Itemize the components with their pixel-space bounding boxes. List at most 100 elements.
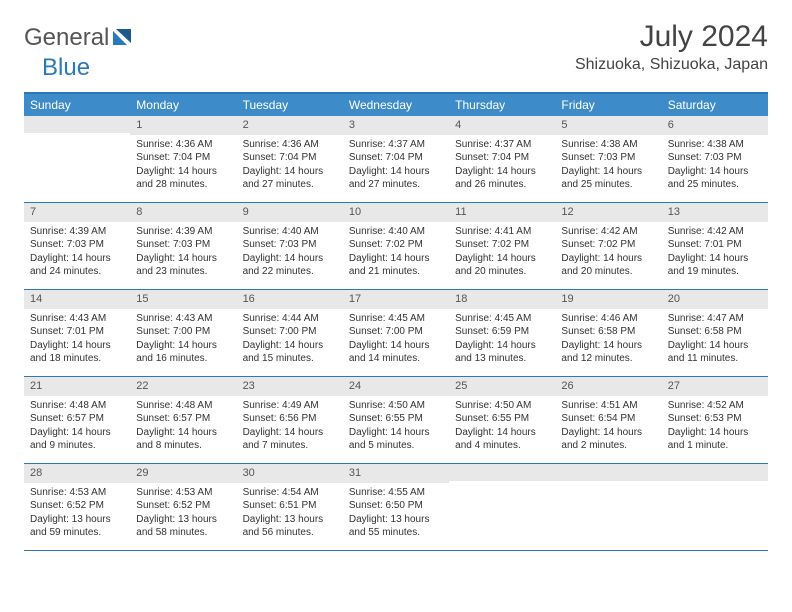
sunrise-text: Sunrise: 4:48 AM [136, 399, 230, 413]
day-number: 11 [449, 203, 555, 222]
day-cell: 18Sunrise: 4:45 AMSunset: 6:59 PMDayligh… [449, 290, 555, 376]
day-cell: 30Sunrise: 4:54 AMSunset: 6:51 PMDayligh… [237, 464, 343, 550]
day-cell: 1Sunrise: 4:36 AMSunset: 7:04 PMDaylight… [130, 116, 236, 202]
sunset-text: Sunset: 6:51 PM [243, 499, 337, 513]
day-cell [555, 464, 661, 550]
day-cell [449, 464, 555, 550]
day-body: Sunrise: 4:53 AMSunset: 6:52 PMDaylight:… [130, 483, 236, 545]
day-number: 14 [24, 290, 130, 309]
day-body: Sunrise: 4:41 AMSunset: 7:02 PMDaylight:… [449, 222, 555, 284]
day-number: 21 [24, 377, 130, 396]
day-cell: 21Sunrise: 4:48 AMSunset: 6:57 PMDayligh… [24, 377, 130, 463]
day-cell: 28Sunrise: 4:53 AMSunset: 6:52 PMDayligh… [24, 464, 130, 550]
daylight-text: Daylight: 13 hours and 56 minutes. [243, 513, 337, 540]
day-number: 26 [555, 377, 661, 396]
day-body: Sunrise: 4:38 AMSunset: 7:03 PMDaylight:… [555, 135, 661, 197]
day-cell: 10Sunrise: 4:40 AMSunset: 7:02 PMDayligh… [343, 203, 449, 289]
day-number: 24 [343, 377, 449, 396]
daylight-text: Daylight: 14 hours and 12 minutes. [561, 339, 655, 366]
day-body: Sunrise: 4:42 AMSunset: 7:01 PMDaylight:… [662, 222, 768, 284]
calendar: SundayMondayTuesdayWednesdayThursdayFrid… [24, 92, 768, 551]
sunrise-text: Sunrise: 4:39 AM [30, 225, 124, 239]
sunrise-text: Sunrise: 4:38 AM [668, 138, 762, 152]
day-number: 20 [662, 290, 768, 309]
sunrise-text: Sunrise: 4:51 AM [561, 399, 655, 413]
sunrise-text: Sunrise: 4:50 AM [349, 399, 443, 413]
day-cell: 13Sunrise: 4:42 AMSunset: 7:01 PMDayligh… [662, 203, 768, 289]
day-body: Sunrise: 4:38 AMSunset: 7:03 PMDaylight:… [662, 135, 768, 197]
day-cell: 12Sunrise: 4:42 AMSunset: 7:02 PMDayligh… [555, 203, 661, 289]
day-body: Sunrise: 4:49 AMSunset: 6:56 PMDaylight:… [237, 396, 343, 458]
daylight-text: Daylight: 14 hours and 26 minutes. [455, 165, 549, 192]
day-number: 28 [24, 464, 130, 483]
sunrise-text: Sunrise: 4:42 AM [668, 225, 762, 239]
day-number: 2 [237, 116, 343, 135]
day-body: Sunrise: 4:50 AMSunset: 6:55 PMDaylight:… [449, 396, 555, 458]
week-row: 28Sunrise: 4:53 AMSunset: 6:52 PMDayligh… [24, 464, 768, 551]
day-cell: 7Sunrise: 4:39 AMSunset: 7:03 PMDaylight… [24, 203, 130, 289]
day-body: Sunrise: 4:36 AMSunset: 7:04 PMDaylight:… [237, 135, 343, 197]
daylight-text: Daylight: 14 hours and 20 minutes. [455, 252, 549, 279]
sunset-text: Sunset: 7:03 PM [561, 151, 655, 165]
sunset-text: Sunset: 6:59 PM [455, 325, 549, 339]
daylight-text: Daylight: 14 hours and 4 minutes. [455, 426, 549, 453]
day-cell [24, 116, 130, 202]
weekday-header-cell: Saturday [662, 94, 768, 116]
daylight-text: Daylight: 14 hours and 19 minutes. [668, 252, 762, 279]
week-row: 1Sunrise: 4:36 AMSunset: 7:04 PMDaylight… [24, 116, 768, 203]
sunrise-text: Sunrise: 4:40 AM [349, 225, 443, 239]
day-body: Sunrise: 4:48 AMSunset: 6:57 PMDaylight:… [130, 396, 236, 458]
day-cell: 15Sunrise: 4:43 AMSunset: 7:00 PMDayligh… [130, 290, 236, 376]
day-number: 22 [130, 377, 236, 396]
day-body: Sunrise: 4:46 AMSunset: 6:58 PMDaylight:… [555, 309, 661, 371]
sunrise-text: Sunrise: 4:37 AM [349, 138, 443, 152]
daylight-text: Daylight: 14 hours and 18 minutes. [30, 339, 124, 366]
sunset-text: Sunset: 6:55 PM [455, 412, 549, 426]
daylight-text: Daylight: 13 hours and 58 minutes. [136, 513, 230, 540]
empty-day-number [555, 464, 661, 481]
day-body: Sunrise: 4:36 AMSunset: 7:04 PMDaylight:… [130, 135, 236, 197]
day-number: 25 [449, 377, 555, 396]
day-cell: 9Sunrise: 4:40 AMSunset: 7:03 PMDaylight… [237, 203, 343, 289]
day-number: 15 [130, 290, 236, 309]
sunset-text: Sunset: 7:00 PM [136, 325, 230, 339]
day-cell: 31Sunrise: 4:55 AMSunset: 6:50 PMDayligh… [343, 464, 449, 550]
sunset-text: Sunset: 7:01 PM [668, 238, 762, 252]
sunrise-text: Sunrise: 4:52 AM [668, 399, 762, 413]
daylight-text: Daylight: 14 hours and 7 minutes. [243, 426, 337, 453]
day-cell: 3Sunrise: 4:37 AMSunset: 7:04 PMDaylight… [343, 116, 449, 202]
sunset-text: Sunset: 6:52 PM [136, 499, 230, 513]
day-cell: 27Sunrise: 4:52 AMSunset: 6:53 PMDayligh… [662, 377, 768, 463]
day-body: Sunrise: 4:40 AMSunset: 7:02 PMDaylight:… [343, 222, 449, 284]
sunset-text: Sunset: 6:58 PM [668, 325, 762, 339]
sunset-text: Sunset: 6:57 PM [30, 412, 124, 426]
weekday-header-cell: Friday [555, 94, 661, 116]
day-cell: 26Sunrise: 4:51 AMSunset: 6:54 PMDayligh… [555, 377, 661, 463]
sunset-text: Sunset: 7:02 PM [349, 238, 443, 252]
sunset-text: Sunset: 7:01 PM [30, 325, 124, 339]
day-body: Sunrise: 4:40 AMSunset: 7:03 PMDaylight:… [237, 222, 343, 284]
daylight-text: Daylight: 14 hours and 27 minutes. [349, 165, 443, 192]
day-cell: 14Sunrise: 4:43 AMSunset: 7:01 PMDayligh… [24, 290, 130, 376]
daylight-text: Daylight: 14 hours and 2 minutes. [561, 426, 655, 453]
day-number: 31 [343, 464, 449, 483]
location: Shizuoka, Shizuoka, Japan [575, 56, 768, 74]
day-number: 30 [237, 464, 343, 483]
daylight-text: Daylight: 14 hours and 13 minutes. [455, 339, 549, 366]
sunset-text: Sunset: 7:00 PM [349, 325, 443, 339]
sunrise-text: Sunrise: 4:44 AM [243, 312, 337, 326]
daylight-text: Daylight: 13 hours and 55 minutes. [349, 513, 443, 540]
sunrise-text: Sunrise: 4:47 AM [668, 312, 762, 326]
day-cell: 2Sunrise: 4:36 AMSunset: 7:04 PMDaylight… [237, 116, 343, 202]
sunset-text: Sunset: 7:04 PM [349, 151, 443, 165]
day-body: Sunrise: 4:53 AMSunset: 6:52 PMDaylight:… [24, 483, 130, 545]
sunrise-text: Sunrise: 4:45 AM [349, 312, 443, 326]
day-number: 1 [130, 116, 236, 135]
day-cell: 20Sunrise: 4:47 AMSunset: 6:58 PMDayligh… [662, 290, 768, 376]
day-cell: 29Sunrise: 4:53 AMSunset: 6:52 PMDayligh… [130, 464, 236, 550]
sunset-text: Sunset: 7:03 PM [136, 238, 230, 252]
empty-day-number [449, 464, 555, 481]
daylight-text: Daylight: 14 hours and 21 minutes. [349, 252, 443, 279]
week-row: 21Sunrise: 4:48 AMSunset: 6:57 PMDayligh… [24, 377, 768, 464]
empty-day-number [662, 464, 768, 481]
